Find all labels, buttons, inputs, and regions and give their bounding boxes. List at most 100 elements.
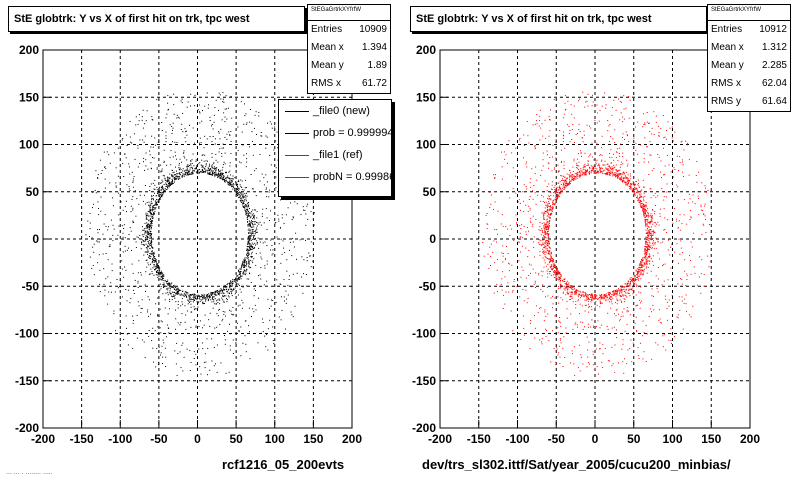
data-point [249, 146, 251, 148]
data-point [179, 158, 181, 160]
data-point [223, 288, 224, 290]
data-point [645, 253, 647, 255]
data-point [551, 184, 553, 186]
data-point [668, 299, 670, 301]
data-point [226, 299, 228, 301]
data-point [251, 249, 253, 250]
data-point [274, 126, 276, 128]
data-point [230, 174, 232, 176]
data-point [167, 95, 169, 97]
data-point [194, 308, 196, 310]
data-point [543, 251, 544, 253]
data-point [519, 139, 520, 141]
data-point [209, 294, 211, 296]
data-point [650, 197, 652, 199]
data-point [130, 297, 132, 299]
data-point [173, 286, 175, 288]
data-point [230, 183, 231, 185]
data-point [547, 242, 548, 244]
data-point [249, 272, 250, 274]
data-point [176, 293, 178, 295]
data-point [151, 243, 153, 245]
data-point [176, 175, 178, 177]
data-point [563, 185, 565, 187]
data-point [615, 292, 617, 294]
data-point [613, 164, 615, 166]
data-point [190, 294, 191, 295]
data-point [145, 235, 147, 237]
data-point [577, 133, 578, 134]
data-point [310, 266, 312, 268]
data-point [185, 141, 187, 143]
data-point [247, 254, 249, 256]
data-point [115, 330, 117, 332]
data-point [157, 265, 159, 267]
data-point [697, 284, 698, 286]
data-point [248, 278, 250, 280]
data-point [107, 303, 109, 305]
data-point [632, 287, 634, 289]
data-point [559, 321, 561, 323]
data-point [549, 119, 551, 121]
data-point [244, 264, 246, 266]
data-point [629, 184, 631, 186]
data-point [182, 175, 184, 177]
data-point [146, 222, 148, 224]
data-point [543, 239, 544, 241]
data-point [236, 275, 238, 276]
data-point [154, 256, 156, 257]
data-point [226, 291, 228, 293]
x-tick-label: -50 [150, 432, 168, 446]
data-point [549, 217, 551, 219]
data-point [595, 163, 597, 165]
data-point [218, 291, 220, 293]
data-point [634, 282, 636, 284]
data-point [135, 215, 137, 217]
data-point [644, 206, 646, 208]
data-point [542, 257, 544, 259]
data-point [230, 141, 232, 142]
data-point [234, 280, 236, 282]
data-point [253, 216, 255, 217]
data-point [249, 358, 251, 360]
data-point [533, 185, 535, 186]
data-point [645, 261, 647, 263]
data-point [575, 291, 577, 293]
data-point [605, 107, 607, 109]
data-point [582, 294, 584, 296]
data-point [155, 207, 157, 209]
data-point [99, 283, 101, 285]
data-point [160, 286, 162, 288]
data-point [187, 174, 189, 176]
data-point [560, 276, 562, 278]
data-point [249, 230, 251, 232]
data-point [201, 171, 203, 173]
data-point [136, 198, 138, 200]
data-point [629, 279, 631, 281]
data-point [258, 115, 260, 117]
data-point [151, 216, 153, 218]
data-point [651, 358, 653, 360]
data-point [289, 249, 290, 251]
data-point [643, 208, 645, 210]
data-point [652, 264, 654, 266]
data-point [544, 262, 546, 264]
data-point [159, 327, 161, 329]
data-point [548, 240, 550, 242]
data-point [645, 202, 647, 203]
data-point [232, 282, 234, 284]
data-point [570, 296, 572, 297]
data-point [157, 297, 159, 299]
data-point [523, 211, 525, 213]
data-point [215, 159, 217, 161]
data-point [651, 311, 652, 313]
data-point [492, 251, 494, 253]
data-point [174, 350, 176, 352]
data-point [148, 204, 149, 206]
data-point [146, 223, 148, 225]
data-point [219, 291, 221, 293]
data-point [221, 172, 223, 174]
data-point [242, 144, 244, 146]
data-point [610, 136, 612, 137]
data-point [606, 325, 608, 327]
